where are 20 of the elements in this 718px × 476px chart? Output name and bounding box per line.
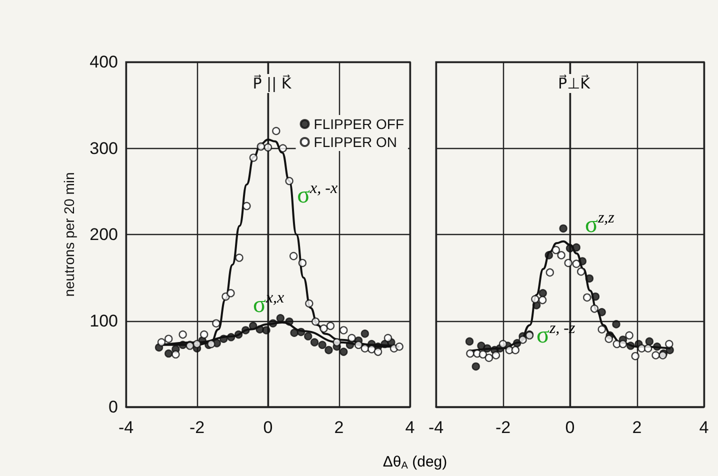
x-tick-label: -2 [495, 418, 511, 437]
text: P⃗ || K⃗ [252, 74, 292, 92]
x-tick-label: 4 [699, 418, 709, 437]
y-tick-label: 100 [90, 311, 118, 330]
y-tick-label: 400 [90, 52, 118, 72]
legend-label: FLIPPER ON [314, 134, 398, 150]
text: P⃗⊥K⃗ [558, 74, 592, 92]
x-tick-label: 4 [405, 418, 415, 437]
x-tick-label: -4 [428, 418, 444, 437]
x-tick-label: 2 [632, 418, 642, 437]
y-tick-label: 0 [108, 398, 118, 416]
legend-label: FLIPPER OFF [314, 116, 404, 132]
y-tick-label: 200 [90, 225, 118, 244]
y-tick-label: 300 [90, 138, 118, 158]
x-tick-label: 0 [263, 418, 273, 437]
x-tick-label: 0 [565, 418, 575, 437]
x-tick-label: 2 [334, 418, 344, 437]
x-tick-label: -2 [189, 418, 205, 437]
y-axis-title: neutrons per 20 min [61, 172, 77, 297]
x-tick-label: -4 [118, 418, 134, 437]
